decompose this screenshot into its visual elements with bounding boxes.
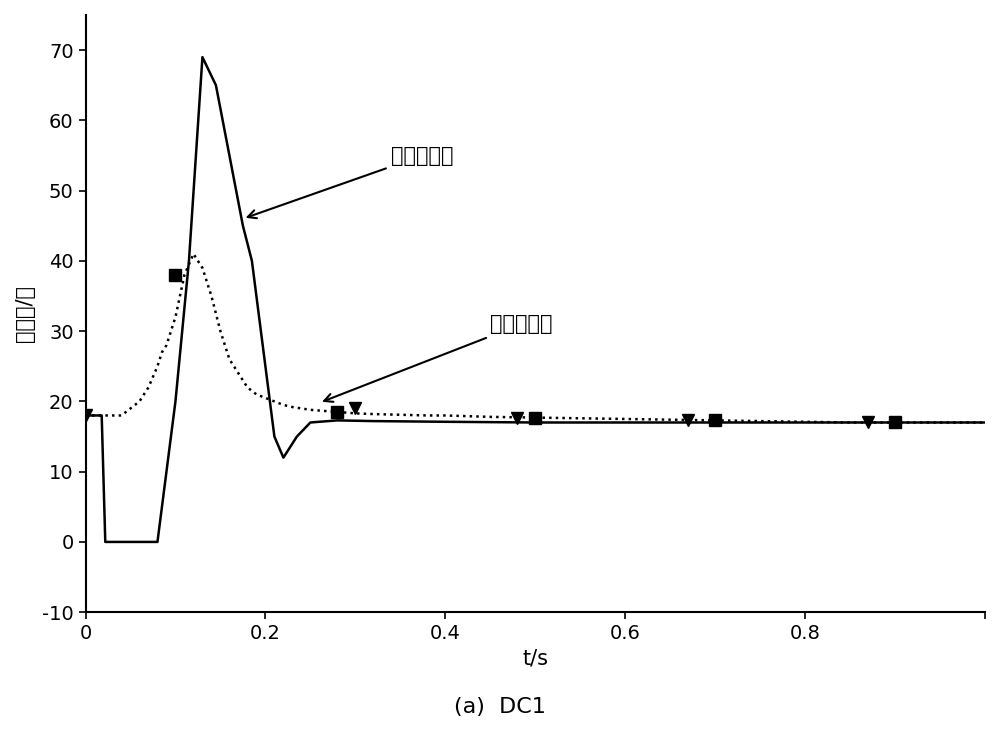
Y-axis label: 熄弧角/度: 熄弧角/度 — [15, 285, 35, 342]
Text: (a)  DC1: (a) DC1 — [454, 697, 546, 717]
Text: 装调相机后: 装调相机后 — [324, 314, 553, 402]
X-axis label: t/s: t/s — [522, 648, 548, 669]
Text: 装调相机前: 装调相机前 — [248, 146, 454, 218]
